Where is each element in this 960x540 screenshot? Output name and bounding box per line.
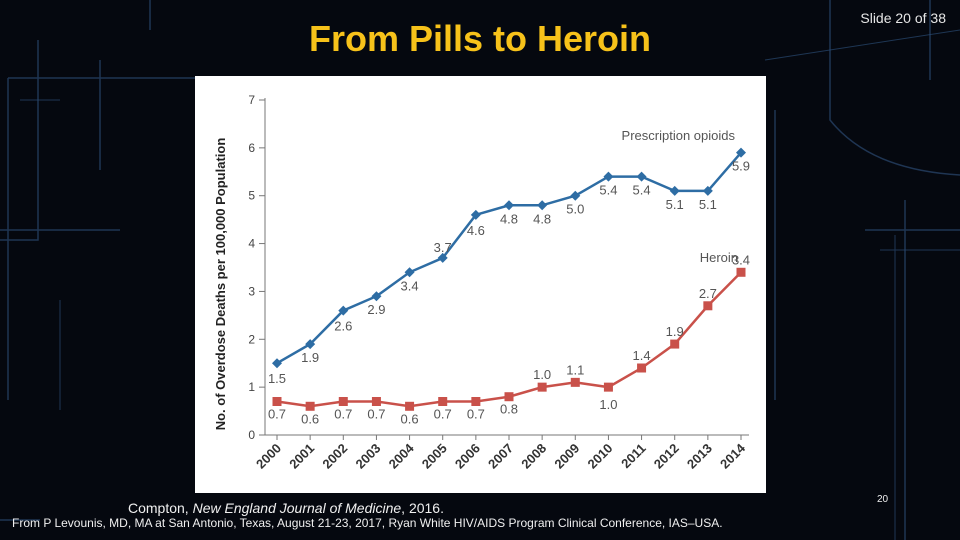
prescription-point (371, 291, 382, 302)
prescription-data-label: 5.9 (732, 159, 750, 174)
heroin-point (736, 267, 746, 277)
y-tick-label: 2 (248, 332, 255, 346)
y-tick-label: 7 (248, 93, 255, 107)
heroin-data-label: 1.9 (666, 324, 684, 339)
overdose-chart: No. of Overdose Deaths per 100,000 Popul… (213, 93, 750, 472)
heroin-data-label: 0.7 (268, 407, 286, 422)
prescription-data-label: 2.6 (334, 319, 352, 334)
prescription-point (272, 358, 282, 369)
heroin-point (537, 382, 547, 392)
prescription-point (437, 252, 448, 263)
prescription-point (404, 267, 415, 278)
heroin-data-label: 0.8 (500, 402, 518, 417)
x-tick-label: 2004 (386, 440, 418, 472)
x-tick-label: 2007 (485, 441, 516, 472)
heroin-point (371, 397, 381, 406)
prescription-point (338, 305, 349, 316)
y-tick-label: 4 (248, 237, 255, 251)
heroin-point (471, 397, 481, 406)
slide-title: From Pills to Heroin (308, 18, 652, 59)
x-tick-label: 2000 (253, 441, 284, 472)
heroin-point (603, 382, 613, 392)
y-tick-label: 0 (248, 428, 255, 442)
prescription-point (470, 209, 481, 220)
heroin-point (570, 377, 580, 387)
x-tick-label: 2010 (584, 441, 615, 472)
prescription-data-label: 1.5 (268, 371, 286, 386)
heroin-line (276, 271, 742, 408)
heroin-data-label: 0.7 (334, 407, 352, 422)
citation: Compton, New England Journal of Medicine… (128, 500, 444, 516)
x-tick-label: 2005 (419, 441, 450, 472)
y-tick-label: 6 (248, 141, 255, 155)
prescription-point (305, 339, 316, 350)
prescription-data-label: 2.9 (367, 302, 385, 317)
heroin-point (272, 397, 282, 406)
heroin-point (305, 401, 315, 411)
prescription-data-label: 4.8 (500, 211, 518, 226)
prescription-data-label: 4.6 (467, 223, 485, 238)
heroin-point (338, 397, 348, 406)
heroin-data-label: 0.7 (367, 407, 385, 422)
chart-panel: No. of Overdose Deaths per 100,000 Popul… (195, 76, 766, 493)
prescription-data-label: 5.1 (699, 197, 717, 212)
prescription-data-label: 3.7 (434, 240, 452, 255)
legend-prescription: Prescription opioids (622, 128, 736, 143)
x-tick-label: 2006 (452, 441, 483, 472)
x-tick-label: 2001 (286, 441, 317, 472)
prescription-data-label: 5.4 (633, 183, 651, 198)
heroin-point (670, 339, 680, 349)
heroin-point (438, 397, 448, 406)
y-tick-label: 5 (248, 189, 255, 203)
y-tick-label: 3 (248, 284, 255, 298)
prescription-data-label: 5.1 (666, 197, 684, 212)
prescription-point (603, 171, 614, 182)
prescription-point (570, 190, 581, 201)
heroin-point (405, 401, 415, 411)
heroin-data-label: 1.0 (599, 397, 617, 412)
x-tick-label: 2011 (618, 441, 649, 472)
heroin-point (504, 392, 514, 402)
heroin-data-label: 0.6 (401, 411, 419, 426)
x-tick-label: 2002 (319, 441, 350, 472)
x-tick-label: 2003 (352, 441, 383, 472)
y-axis-label: No. of Overdose Deaths per 100,000 Popul… (213, 138, 228, 431)
heroin-data-label: 0.7 (467, 407, 485, 422)
prescription-data-label: 4.8 (533, 211, 551, 226)
prescription-point (537, 200, 548, 211)
heroin-point (703, 301, 713, 311)
x-tick-label: 2012 (651, 441, 682, 472)
heroin-data-label: 3.4 (732, 252, 750, 267)
source-note: From P Levounis, MD, MA at San Antonio, … (12, 516, 723, 530)
prescription-point (736, 147, 746, 158)
prescription-point (702, 185, 713, 196)
heroin-data-label: 1.1 (566, 362, 584, 377)
legend-heroin: Heroin (700, 250, 738, 265)
prescription-data-label: 3.4 (401, 278, 419, 293)
x-tick-label: 2008 (518, 441, 549, 472)
prescription-point (669, 185, 680, 196)
prescription-data-label: 5.0 (566, 202, 584, 217)
heroin-data-label: 0.6 (301, 411, 319, 426)
page-number: 20 (877, 494, 889, 505)
prescription-data-label: 5.4 (599, 183, 617, 198)
heroin-data-label: 1.4 (633, 348, 651, 363)
x-tick-label: 2014 (717, 440, 749, 472)
heroin-data-label: 0.7 (434, 407, 452, 422)
prescription-point (636, 171, 647, 182)
slide-number: Slide 20 of 38 (860, 10, 946, 26)
x-tick-label: 2009 (551, 441, 582, 472)
prescription-point (504, 200, 514, 211)
heroin-point (637, 363, 647, 373)
prescription-data-label: 1.9 (301, 350, 319, 365)
x-tick-label: 2013 (684, 441, 715, 472)
y-tick-label: 1 (248, 380, 255, 394)
heroin-data-label: 1.0 (533, 367, 551, 382)
heroin-data-label: 2.7 (699, 286, 717, 301)
journal-name: New England Journal of Medicine (192, 500, 402, 516)
